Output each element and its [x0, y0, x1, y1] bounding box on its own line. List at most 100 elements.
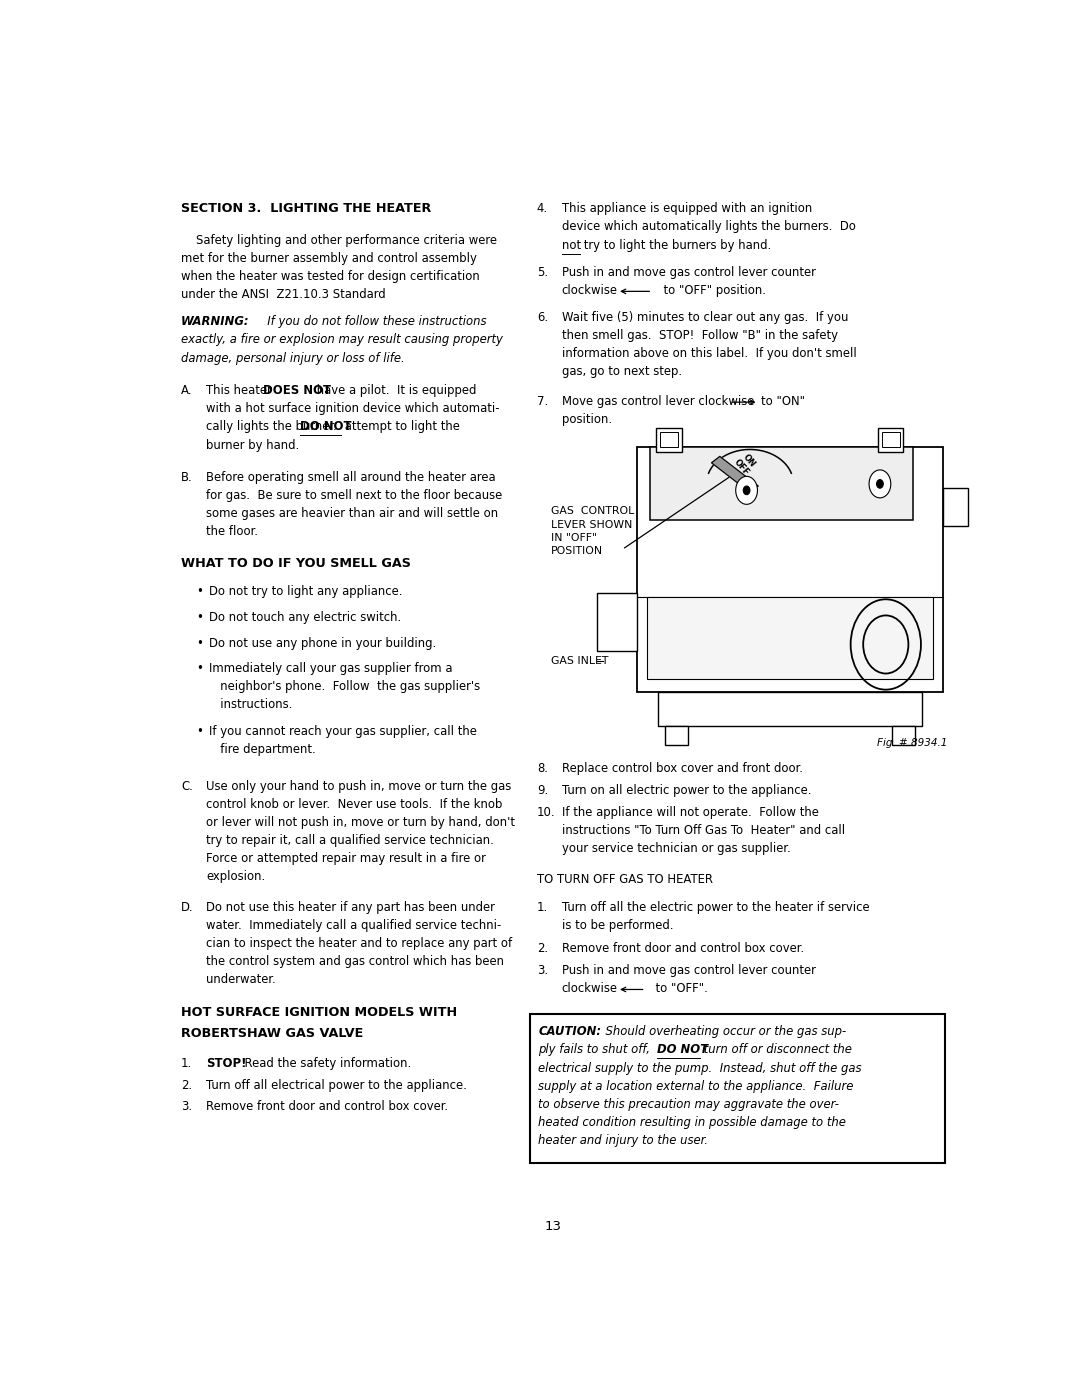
Bar	[943, 488, 968, 525]
Text: Read the safety information.: Read the safety information.	[238, 1058, 411, 1070]
Bar	[892, 726, 915, 745]
Bar	[878, 427, 903, 451]
Text: 9.: 9.	[537, 784, 548, 798]
Text: 3.: 3.	[537, 964, 548, 977]
Text: •: •	[197, 662, 203, 676]
Text: Push in and move gas control lever counter: Push in and move gas control lever count…	[562, 265, 815, 278]
Text: to "OFF" position.: to "OFF" position.	[656, 284, 766, 296]
Text: try to light the burners by hand.: try to light the burners by hand.	[580, 239, 771, 251]
Text: CAUTION:: CAUTION:	[539, 1025, 602, 1038]
Bar	[597, 592, 637, 651]
Text: turn off or disconnect the: turn off or disconnect the	[700, 1044, 852, 1056]
Text: If the appliance will not operate.  Follow the
instructions "To Turn Off Gas To : If the appliance will not operate. Follo…	[562, 806, 845, 855]
Text: 3.: 3.	[181, 1101, 192, 1113]
Bar	[881, 432, 900, 447]
Text: cally lights the burner.: cally lights the burner.	[206, 420, 345, 433]
Text: Turn off all the electric power to the heater if service
is to be performed.: Turn off all the electric power to the h…	[562, 901, 869, 932]
Text: •: •	[197, 637, 203, 650]
Text: electrical supply to the pump.  Instead, shut off the gas
supply at a location e: electrical supply to the pump. Instead, …	[539, 1062, 862, 1147]
Text: have a pilot.  It is equipped: have a pilot. It is equipped	[313, 384, 476, 397]
Text: Remove front door and control box cover.: Remove front door and control box cover.	[206, 1101, 448, 1113]
Text: Before operating smell all around the heater area
for gas.  Be sure to smell nex: Before operating smell all around the he…	[206, 471, 502, 538]
Text: GAS  CONTROL
LEVER SHOWN
IN "OFF"
POSITION: GAS CONTROL LEVER SHOWN IN "OFF" POSITIO…	[551, 507, 634, 556]
Text: 1.: 1.	[181, 1058, 192, 1070]
Text: to "ON": to "ON"	[761, 394, 805, 408]
Text: D.: D.	[181, 901, 193, 914]
Text: •: •	[197, 610, 203, 624]
Text: with a hot surface ignition device which automati-: with a hot surface ignition device which…	[206, 402, 500, 415]
Text: TO TURN OFF GAS TO HEATER: TO TURN OFF GAS TO HEATER	[537, 873, 713, 886]
Text: SECTION 3.  LIGHTING THE HEATER: SECTION 3. LIGHTING THE HEATER	[181, 203, 431, 215]
Text: 5.: 5.	[537, 265, 548, 278]
Text: Do not try to light any appliance.: Do not try to light any appliance.	[208, 585, 402, 598]
Text: Turn off all electrical power to the appliance.: Turn off all electrical power to the app…	[206, 1078, 467, 1091]
Circle shape	[735, 476, 757, 504]
Text: Safety lighting and other performance criteria were
met for the burner assembly : Safety lighting and other performance cr…	[181, 235, 497, 302]
Text: If you cannot reach your gas supplier, call the
   fire department.: If you cannot reach your gas supplier, c…	[208, 725, 476, 756]
Text: Do not touch any electric switch.: Do not touch any electric switch.	[208, 610, 401, 624]
Text: WARNING:: WARNING:	[181, 314, 249, 328]
Text: Push in and move gas control lever counter: Push in and move gas control lever count…	[562, 964, 815, 977]
Text: B.: B.	[181, 471, 193, 483]
Text: •: •	[197, 585, 203, 598]
Text: exactly, a fire or explosion may result causing property: exactly, a fire or explosion may result …	[181, 334, 503, 346]
Text: Move gas control lever clockwise: Move gas control lever clockwise	[562, 394, 754, 408]
Text: HOT SURFACE IGNITION MODELS WITH: HOT SURFACE IGNITION MODELS WITH	[181, 1006, 457, 1018]
Text: •: •	[197, 725, 203, 738]
Text: attempt to light the: attempt to light the	[341, 420, 460, 433]
Text: Should overheating occur or the gas sup-: Should overheating occur or the gas sup-	[598, 1025, 846, 1038]
Text: STOP!: STOP!	[206, 1058, 246, 1070]
Text: 1.: 1.	[537, 901, 548, 914]
Text: This heater: This heater	[206, 384, 275, 397]
Text: 6.: 6.	[537, 310, 548, 324]
Text: position.: position.	[562, 414, 612, 426]
Text: 2.: 2.	[537, 942, 548, 956]
Text: Fig. # 8934.1: Fig. # 8934.1	[877, 738, 947, 747]
Text: Turn on all electric power to the appliance.: Turn on all electric power to the applia…	[562, 784, 811, 798]
Text: clockwise: clockwise	[562, 284, 618, 296]
Text: damage, personal injury or loss of life.: damage, personal injury or loss of life.	[181, 352, 405, 365]
Text: This appliance is equipped with an ignition: This appliance is equipped with an ignit…	[562, 203, 812, 215]
Text: Replace control box cover and front door.: Replace control box cover and front door…	[562, 763, 802, 775]
Text: WHAT TO DO IF YOU SMELL GAS: WHAT TO DO IF YOU SMELL GAS	[181, 557, 410, 570]
Text: Remove front door and control box cover.: Remove front door and control box cover.	[562, 942, 804, 956]
Text: 10.: 10.	[537, 806, 555, 819]
Text: C.: C.	[181, 780, 193, 792]
Text: 2.: 2.	[181, 1078, 192, 1091]
Bar	[647, 598, 933, 679]
Bar	[658, 692, 922, 726]
Text: Do not use this heater if any part has been under
water.  Immediately call a qua: Do not use this heater if any part has b…	[206, 901, 512, 986]
Text: Wait five (5) minutes to clear out any gas.  If you
then smell gas.  STOP!  Foll: Wait five (5) minutes to clear out any g…	[562, 310, 856, 377]
Text: Do not use any phone in your building.: Do not use any phone in your building.	[208, 637, 436, 650]
Text: ply fails to shut off,: ply fails to shut off,	[539, 1044, 654, 1056]
Text: 13: 13	[545, 1220, 562, 1232]
Circle shape	[743, 486, 750, 495]
Bar	[650, 447, 914, 521]
Text: device which automatically lights the burners.  Do: device which automatically lights the bu…	[562, 221, 855, 233]
Bar	[665, 726, 688, 745]
Text: DO NOT: DO NOT	[300, 420, 351, 433]
Text: Use only your hand to push in, move or turn the gas
control knob or lever.  Neve: Use only your hand to push in, move or t…	[206, 780, 515, 883]
Bar	[657, 427, 681, 451]
Text: If you do not follow these instructions: If you do not follow these instructions	[256, 314, 486, 328]
Text: 7.: 7.	[537, 394, 548, 408]
Text: DO NOT: DO NOT	[658, 1044, 708, 1056]
Text: burner by hand.: burner by hand.	[206, 439, 299, 451]
Text: DOES NOT: DOES NOT	[264, 384, 332, 397]
Text: not: not	[562, 239, 581, 251]
Text: Immediately call your gas supplier from a
   neighbor's phone.  Follow  the gas : Immediately call your gas supplier from …	[208, 662, 480, 711]
Polygon shape	[712, 457, 758, 493]
Bar	[530, 1014, 945, 1162]
Text: ON
OFF: ON OFF	[732, 450, 758, 476]
Circle shape	[869, 469, 891, 497]
Text: 8.: 8.	[537, 763, 548, 775]
Bar	[637, 447, 943, 692]
Text: ROBERTSHAW GAS VALVE: ROBERTSHAW GAS VALVE	[181, 1027, 363, 1041]
Text: GAS INLET: GAS INLET	[551, 657, 608, 666]
Circle shape	[877, 479, 883, 488]
Text: to "OFF".: to "OFF".	[648, 982, 708, 995]
Text: clockwise: clockwise	[562, 982, 618, 995]
Text: 4.: 4.	[537, 203, 548, 215]
Text: A.: A.	[181, 384, 192, 397]
Bar	[660, 432, 678, 447]
